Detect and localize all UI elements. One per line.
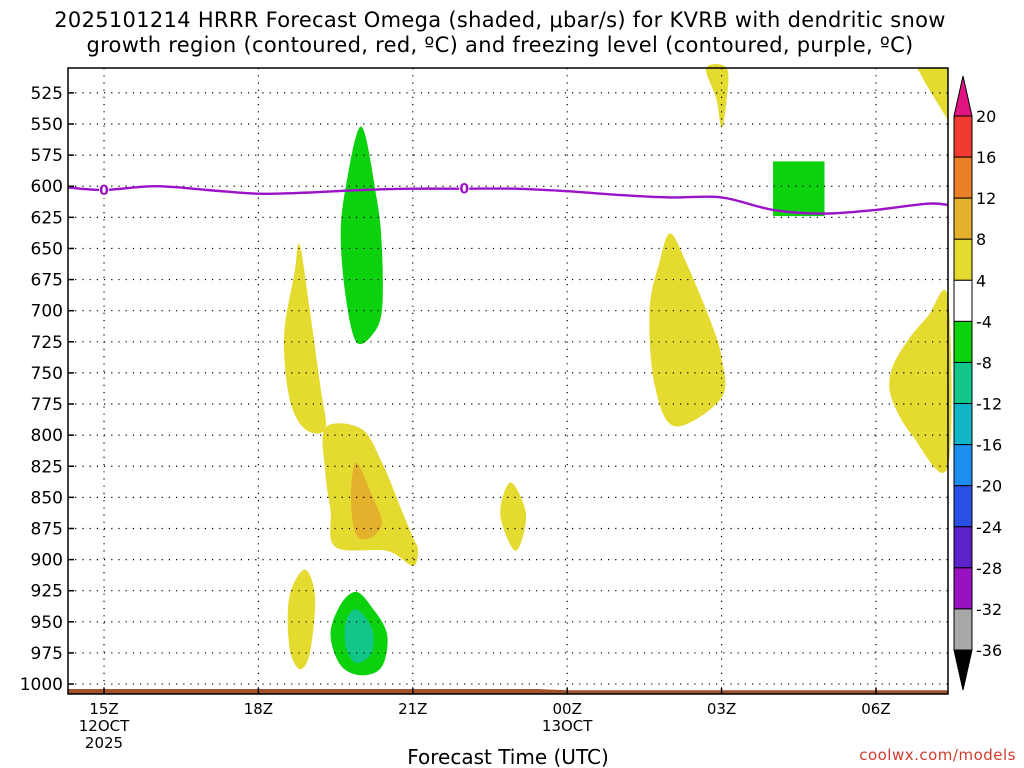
- y-tick-label: 800: [31, 426, 63, 446]
- colorbar-label: -36: [976, 641, 1002, 660]
- x-tick-year: 2025: [85, 734, 123, 752]
- x-tick-label: 06Z: [861, 700, 890, 718]
- freezing-level-label: 0: [99, 183, 109, 199]
- omega-region-10: [705, 64, 729, 128]
- colorbar-swatch: [953, 279, 973, 322]
- y-tick-label: 900: [31, 551, 63, 571]
- omega-region-13: [889, 289, 952, 473]
- colorbar: 20 16 12 8 4 -4 -8 -12 -16 -20 -24 -28 -32 -36: [953, 75, 1002, 691]
- colorbar-swatch: [953, 485, 973, 528]
- omega-region-1: [340, 126, 383, 345]
- freezing-label-bg: [99, 181, 110, 198]
- freezing-level-label: 0: [459, 182, 469, 198]
- colorbar-label: -4: [976, 312, 992, 331]
- y-tick-label: 550: [31, 115, 63, 135]
- chart-title: 2025101214 HRRR Forecast Omega (shaded, …: [0, 8, 1000, 58]
- freezing-level-line: [67, 184, 949, 215]
- y-tick-label: 600: [31, 177, 63, 197]
- colorbar-label: 12: [976, 189, 996, 208]
- y-tick-label: 700: [31, 302, 63, 322]
- chart-title-line1: 2025101214 HRRR Forecast Omega (shaded, …: [54, 8, 946, 32]
- x-tick-date: 12OCT: [79, 717, 130, 735]
- x-tick-label: 18Z: [244, 700, 273, 718]
- colorbar-swatch: [953, 567, 973, 610]
- colorbar-label: -28: [976, 559, 1002, 578]
- y-tick-label: 725: [31, 333, 63, 353]
- omega-region-7: [351, 462, 382, 540]
- colorbar-swatch: [953, 608, 973, 651]
- colorbar-swatch: [953, 444, 973, 487]
- colorbar-bottom-arrow: [953, 649, 973, 691]
- colorbar-label: -32: [976, 600, 1002, 619]
- axes-layer: 525 550 575 600 625 650 675 700 725 750 775 800 825 8…: [20, 67, 949, 752]
- colorbar-swatch: [953, 403, 973, 446]
- y-tick-label: 925: [31, 582, 63, 602]
- colorbar-label: -12: [976, 395, 1002, 414]
- colorbar-swatch: [953, 320, 973, 363]
- x-tick-label: 15Z: [89, 700, 118, 718]
- source-credit: coolwx.com/models: [859, 746, 1016, 764]
- x-tick-label: 00Z: [552, 700, 581, 718]
- chart-title-line2: growth region (contoured, red, ºC) and f…: [86, 33, 914, 57]
- colorbar-label: -16: [976, 436, 1002, 455]
- y-tick-label: 750: [31, 364, 63, 384]
- y-tick-label: 875: [31, 519, 63, 539]
- y-tick-label: 1000: [20, 675, 63, 695]
- colorbar-swatch: [953, 238, 973, 281]
- omega-region-11: [649, 233, 726, 427]
- omega-region-5: [283, 243, 327, 434]
- ground-layer: [68, 689, 948, 694]
- colorbar-top-arrow: [953, 75, 973, 117]
- colorbar-swatch: [953, 526, 973, 569]
- colorbar-label: -24: [976, 518, 1002, 537]
- freezing-label-bg: [459, 180, 470, 197]
- x-axis-label: Forecast Time (UTC): [407, 745, 609, 768]
- omega-region-8: [500, 482, 527, 551]
- colorbar-swatch: [953, 361, 973, 405]
- y-tick-label: 950: [31, 613, 63, 633]
- colorbar-label: -20: [976, 477, 1002, 496]
- y-tick-label: 775: [31, 395, 63, 415]
- x-tick-label: 03Z: [707, 700, 736, 718]
- y-tick-label: 650: [31, 239, 63, 259]
- colorbar-swatch: [953, 197, 973, 240]
- colorbar-label: 4: [976, 271, 986, 290]
- omega-region-12: [917, 68, 948, 121]
- plot-frame: [67, 67, 949, 695]
- x-tick-date: 13OCT: [542, 717, 593, 735]
- ground-surface: [68, 689, 948, 694]
- y-tick-label: 525: [31, 84, 63, 104]
- colorbar-swatch: [953, 115, 973, 158]
- y-tick-label: 575: [31, 146, 63, 166]
- colorbar-label: -8: [976, 353, 992, 372]
- colorbar-label: 8: [976, 230, 986, 249]
- y-tick-label: 675: [31, 271, 63, 291]
- y-tick-label: 625: [31, 208, 63, 228]
- y-tick-label: 975: [31, 644, 63, 664]
- omega-region-9: [287, 569, 316, 670]
- y-tick-label: 825: [31, 457, 63, 477]
- omega-shading-layer: [283, 64, 952, 676]
- colorbar-label: 20: [976, 107, 996, 126]
- omega-region-2: [773, 161, 825, 217]
- x-tick-label: 21Z: [398, 700, 427, 718]
- y-tick-label: 850: [31, 488, 63, 508]
- grid-layer: [68, 68, 948, 694]
- omega-region-4: [344, 609, 374, 664]
- colorbar-swatch: [953, 156, 973, 199]
- colorbar-label: 16: [976, 148, 996, 167]
